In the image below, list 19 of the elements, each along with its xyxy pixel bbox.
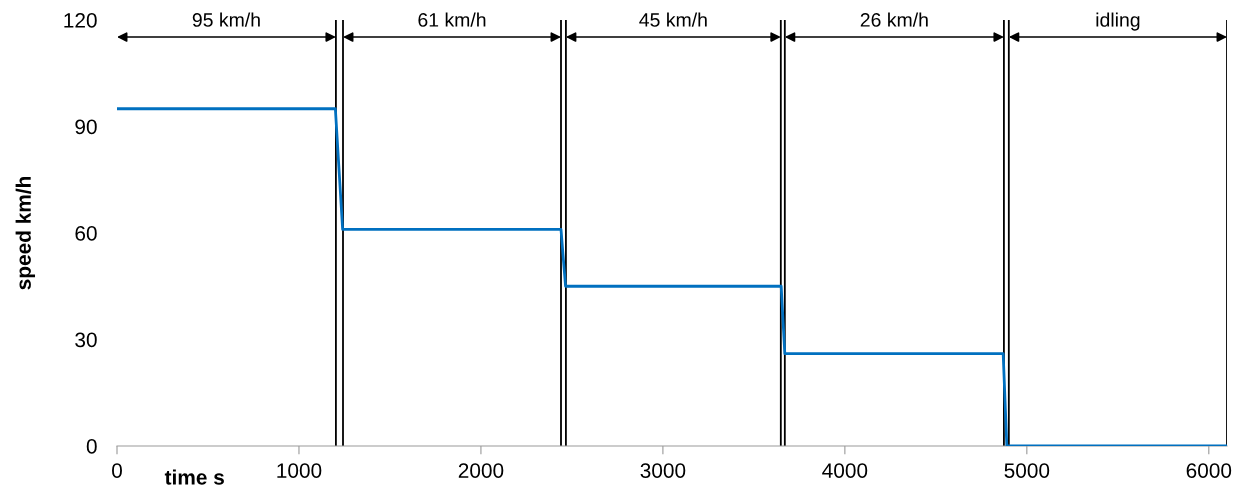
annotation: 26 km/h [860,12,928,27]
annotation: idling [1096,12,1140,31]
x-tick-label: 6000 [1186,463,1232,478]
annotation: 61 km/h [418,12,486,27]
x-tick-label: 0 [112,463,122,478]
annotation: 95 km/h [192,12,260,27]
x-tick-label: 3000 [640,463,686,478]
y-tick-label: 30 [75,332,97,348]
x-tick-label: 2000 [458,463,504,478]
y-tick-label: 120 [64,13,97,28]
y-tick-label: 60 [75,226,97,241]
y-tick-label: 0 [86,439,97,454]
x-axis-title: time s [164,469,224,485]
x-tick-label: 4000 [822,463,868,478]
x-tick-label: 1000 [277,463,322,478]
x-tick-label: 5000 [1004,463,1050,478]
y-axis-title: speed km/h [15,176,36,290]
y-tick-label: 90 [75,119,97,135]
annotation: 45 km/h [639,12,707,27]
